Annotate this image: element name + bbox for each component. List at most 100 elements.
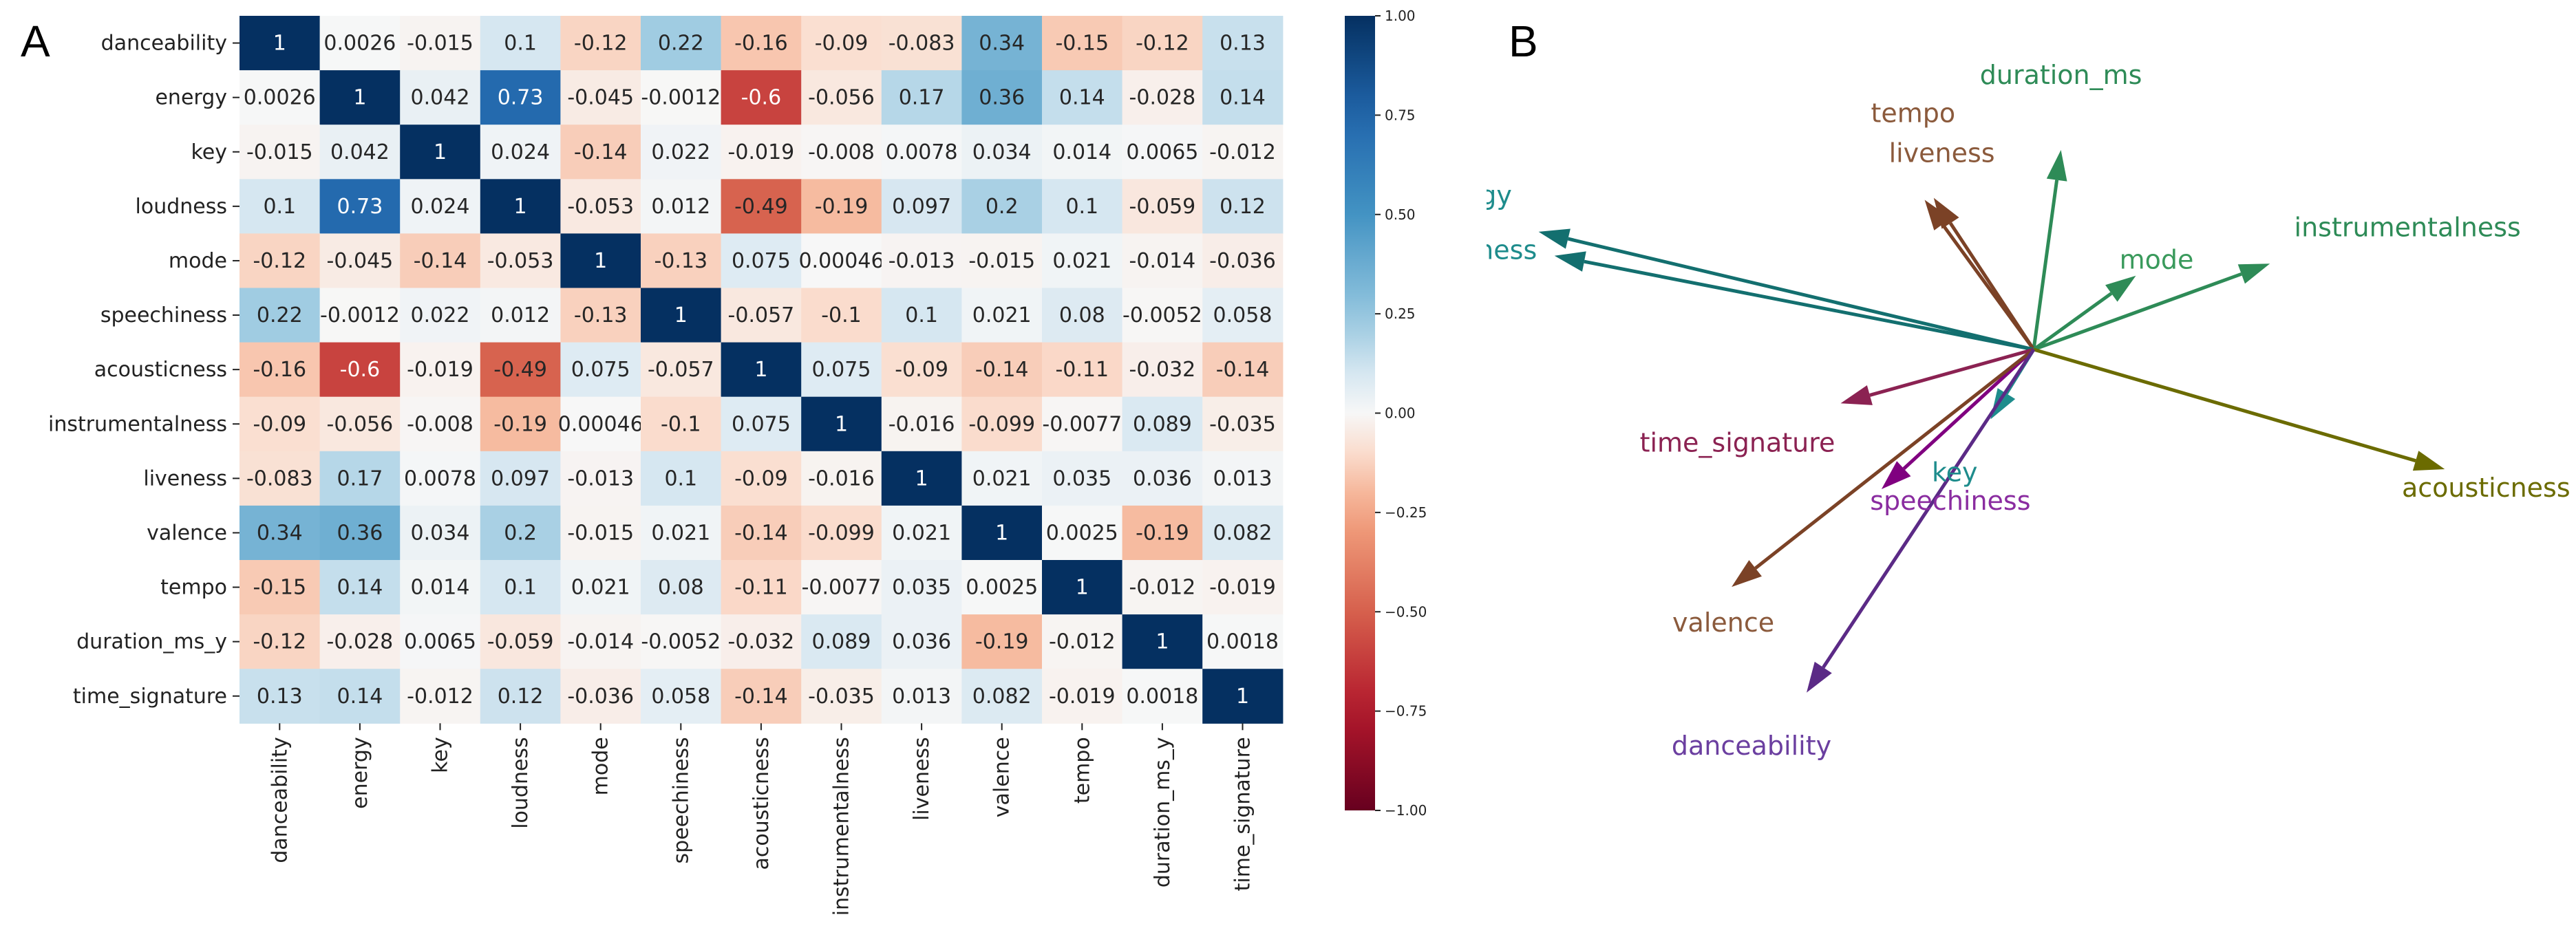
heatmap-cell — [1202, 16, 1284, 71]
heatmap-cell-value: 0.089 — [812, 630, 871, 654]
heatmap-cell — [801, 16, 882, 71]
heatmap-cell — [239, 233, 321, 289]
row-label: liveness — [143, 466, 227, 491]
colorbar-gradient — [1345, 16, 1375, 810]
heatmap-cell-value: 0.014 — [411, 576, 470, 600]
heatmap-cell-value: 1 — [1156, 630, 1169, 654]
heatmap-cell-value: -0.11 — [1055, 358, 1109, 382]
heatmap-cell-value: 1 — [915, 466, 928, 491]
column-label: time_signature — [1231, 737, 1255, 891]
heatmap-cell-value: 0.08 — [658, 576, 704, 600]
row-label: valence — [147, 521, 227, 545]
heatmap-cell — [641, 233, 722, 289]
heatmap-cell-value: 0.0026 — [244, 86, 316, 110]
heatmap-cell — [721, 396, 802, 452]
heatmap-cell — [480, 70, 561, 125]
heatmap-cell — [1202, 342, 1284, 398]
heatmap-cell-value: 0.082 — [972, 685, 1032, 709]
panel-label-b: B — [1509, 17, 1538, 66]
heatmap-cell-value: 0.034 — [411, 521, 470, 545]
heatmap-cell — [560, 342, 641, 398]
heatmap-cell — [560, 125, 641, 180]
heatmap-cell-value: -0.0012 — [641, 86, 721, 110]
colorbar-tick-label: 1.00 — [1385, 8, 1416, 24]
heatmap-cell — [961, 179, 1043, 234]
heatmap-cell — [801, 70, 882, 125]
heatmap-cell — [1122, 560, 1203, 615]
biplot-vectors — [1538, 150, 2445, 693]
heatmap-cell — [400, 16, 481, 71]
heatmap-cell-value: -0.14 — [1216, 358, 1270, 382]
heatmap-cell — [480, 669, 561, 724]
heatmap-cell-value: 0.035 — [1052, 466, 1111, 491]
heatmap-cell-value: -0.16 — [253, 358, 306, 382]
heatmap-cell-value: -0.083 — [888, 32, 955, 56]
heatmap-cell — [1042, 70, 1123, 125]
heatmap-cell — [400, 233, 481, 289]
heatmap-cell-value: -0.0052 — [641, 630, 721, 654]
heatmap-cell-value: 0.0018 — [1206, 630, 1279, 654]
heatmap-cell — [560, 505, 641, 561]
heatmap-cell-value: -0.09 — [895, 358, 948, 382]
heatmap-cell — [721, 70, 802, 125]
heatmap-cell — [881, 505, 962, 561]
heatmap-cell-value: 0.1 — [905, 303, 938, 327]
heatmap-cell — [1042, 288, 1123, 343]
heatmap-cell-value: -0.035 — [1209, 412, 1276, 436]
loading-arrow-duration_ms — [2032, 180, 2059, 350]
heatmap-cell — [881, 125, 962, 180]
heatmap-cell — [319, 396, 401, 452]
heatmap-cell-value: 0.022 — [651, 140, 710, 164]
heatmap-cell-value: -0.12 — [1136, 32, 1189, 56]
heatmap-cell-value: 0.0078 — [404, 466, 476, 491]
heatmap-cell-value: 1 — [273, 32, 286, 56]
vector-label-mode: mode — [2120, 245, 2194, 275]
heatmap-cell-value: -0.032 — [1129, 358, 1196, 382]
heatmap-cell-value: 0.0065 — [1126, 140, 1198, 164]
loading-arrowhead — [1732, 560, 1762, 588]
heatmap-cell-value: -0.11 — [734, 576, 788, 600]
heatmap-cell — [1122, 288, 1203, 343]
heatmap-cell-value: 1 — [835, 412, 848, 436]
heatmap-cell — [319, 451, 401, 506]
loading-arrowhead — [1924, 200, 1951, 230]
heatmap-cell — [400, 125, 481, 180]
heatmap-cell-value: 0.035 — [892, 576, 951, 600]
heatmap-cell — [239, 16, 321, 71]
heatmap-cell — [1202, 233, 1284, 289]
heatmap-cell — [801, 505, 882, 561]
heatmap-cell-value: -0.19 — [1136, 521, 1189, 545]
heatmap-cell — [560, 396, 641, 452]
loading-arrowhead — [2046, 150, 2067, 182]
heatmap-cell — [1042, 342, 1123, 398]
heatmap-cell — [480, 505, 561, 561]
heatmap-cell — [400, 560, 481, 615]
heatmap-cell-value: -0.019 — [407, 358, 473, 382]
heatmap-cell-value: 0.075 — [732, 412, 791, 436]
heatmap-cell-value: 0.013 — [892, 685, 951, 709]
colorbar-tick-label: 0.50 — [1385, 206, 1416, 223]
heatmap-cell-value: 0.1 — [504, 576, 537, 600]
heatmap-cell — [1122, 396, 1203, 452]
heatmap-cell — [1202, 669, 1284, 724]
heatmap-cell-value: 0.021 — [1052, 249, 1111, 273]
heatmap-cell — [721, 560, 802, 615]
heatmap-cell-value: -0.1 — [821, 303, 862, 327]
colorbar-ticks: 1.00 0.75 0.50 0.25 0.00 −0.25 −0.50 −0.75 −1.00 — [1375, 8, 1427, 819]
heatmap-cell — [480, 342, 561, 398]
column-label: danceability — [268, 737, 292, 863]
heatmap-cell — [1202, 451, 1284, 506]
heatmap-cell-value: 0.13 — [1220, 32, 1266, 56]
heatmap-cell — [1042, 396, 1123, 452]
heatmap-cell — [239, 614, 321, 669]
heatmap-cell-value: -0.09 — [253, 412, 306, 436]
column-label: instrumentalness — [830, 737, 854, 916]
column-label: tempo — [1070, 737, 1094, 804]
heatmap-cell-value: -0.028 — [1129, 86, 1196, 110]
heatmap-cell-value: 0.024 — [491, 140, 550, 164]
vector-label-loudness: loudness — [1487, 235, 1537, 266]
heatmap-cell — [480, 614, 561, 669]
heatmap-cell-value: -0.0077 — [802, 576, 882, 600]
heatmap-cell-value: -0.028 — [327, 630, 394, 654]
heatmap-cell-value: -0.035 — [808, 685, 875, 709]
